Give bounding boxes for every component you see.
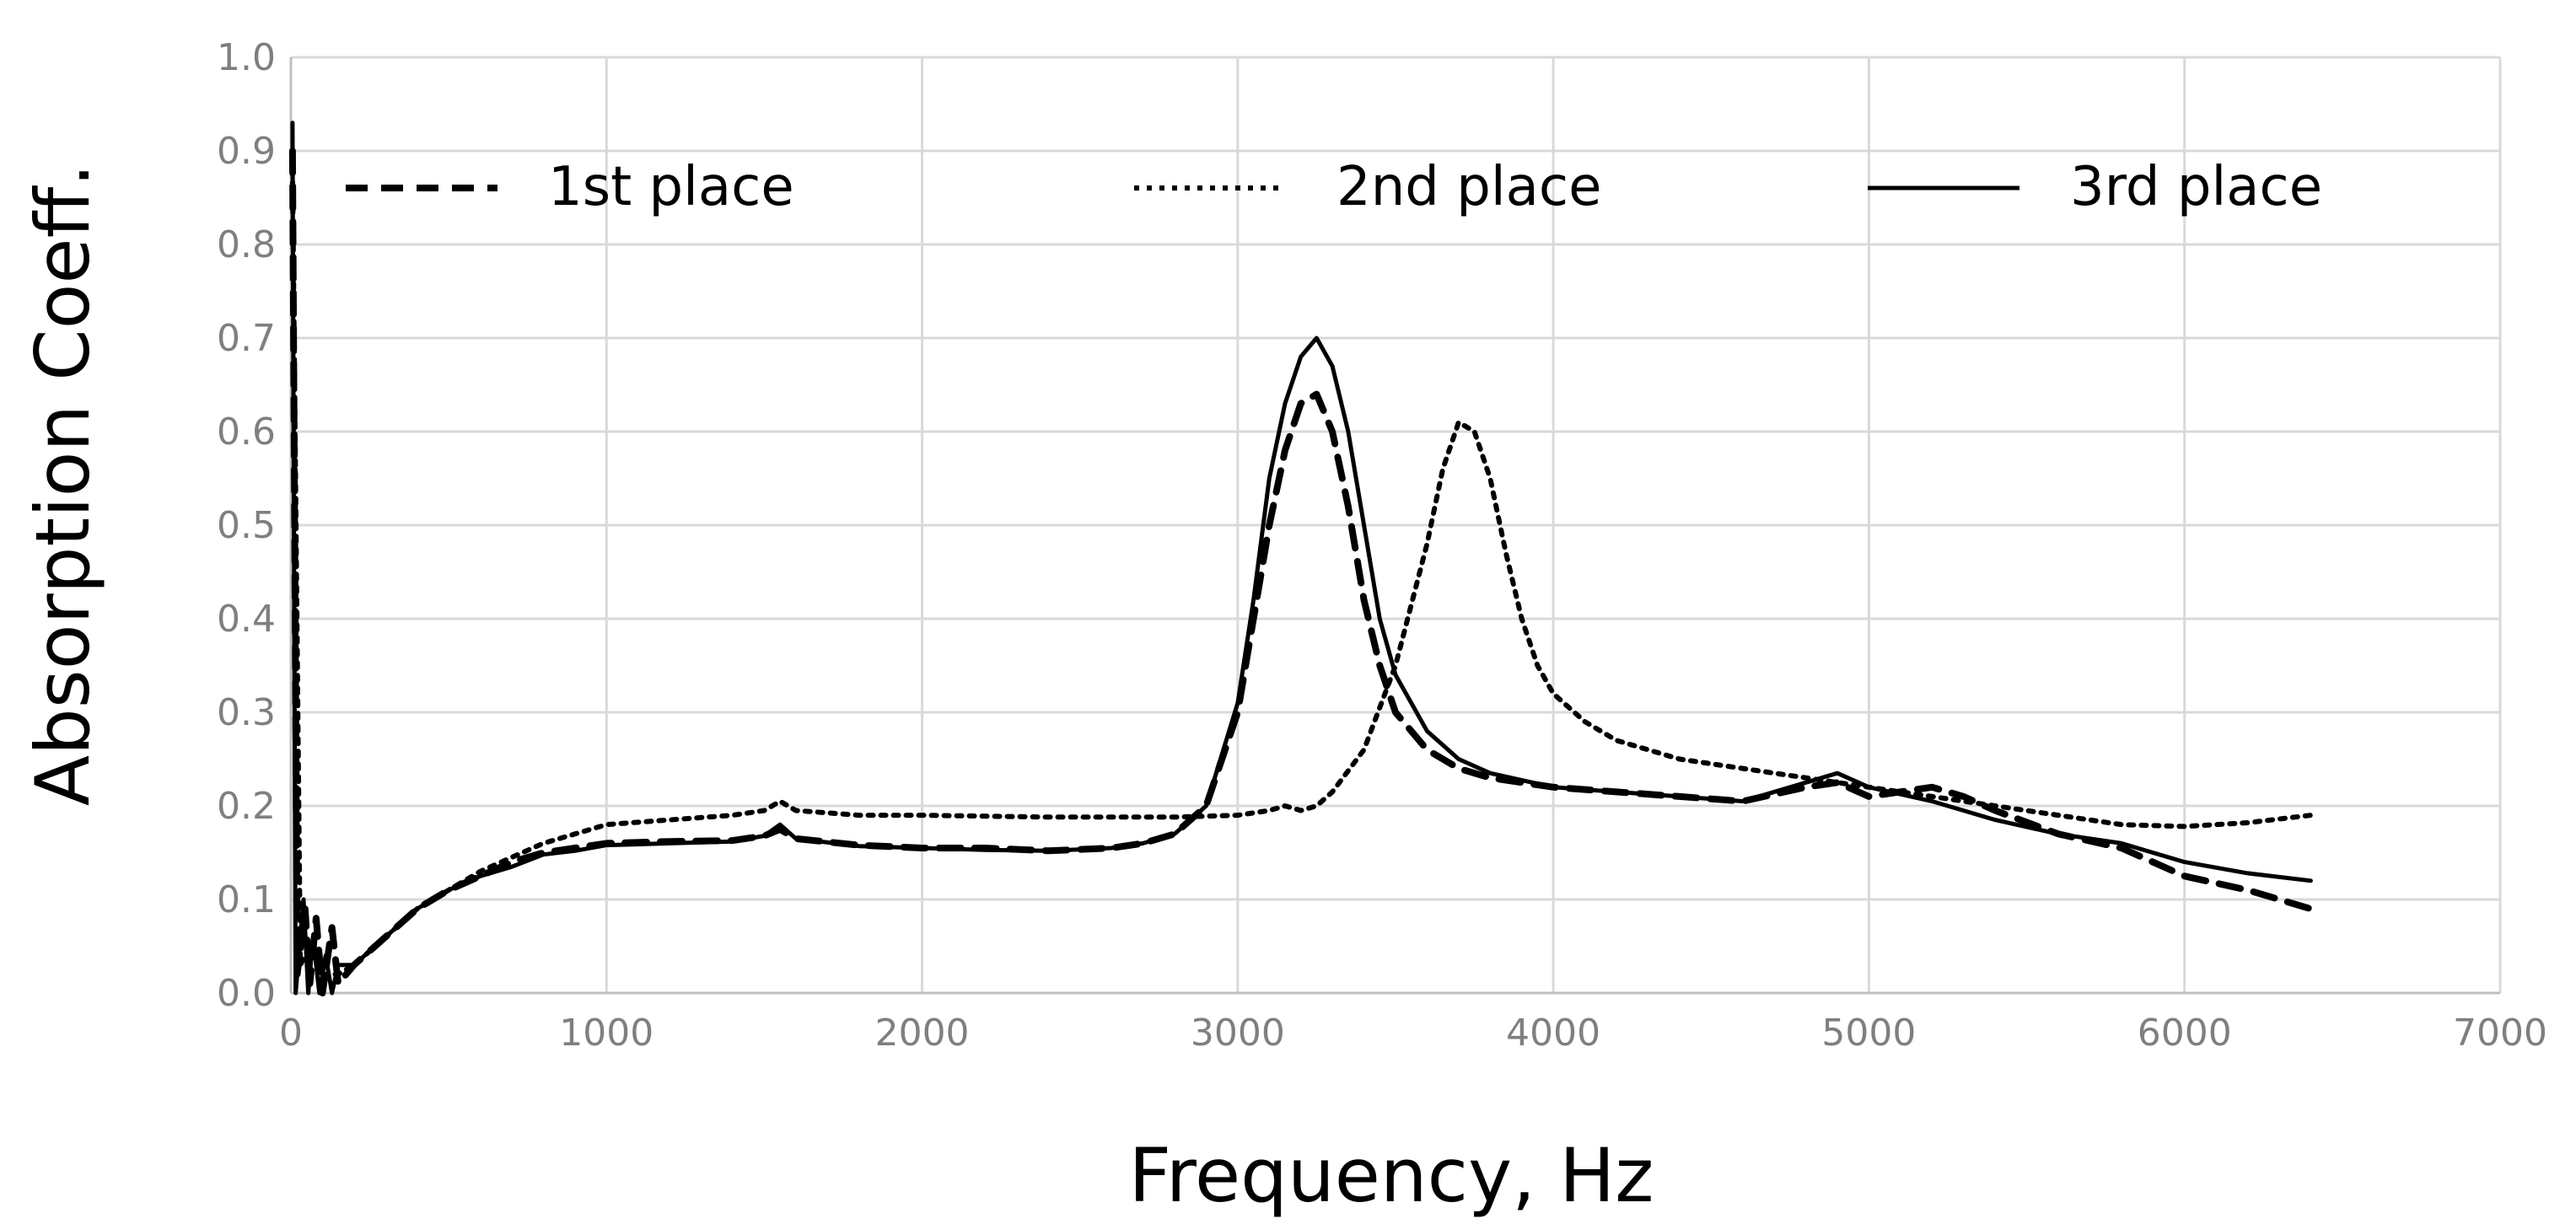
x-tick-label-6: 6000 [2138,1012,2232,1055]
legend-label-2: 2nd place [1336,156,1601,218]
y-tick-label-1: 0.1 [217,878,276,921]
x-tick-label-4: 4000 [1506,1012,1600,1055]
grid-layer [291,56,2502,993]
y-tick-label-4: 0.4 [217,598,276,641]
x-axis-title: Frequency, Hz [1129,1132,1654,1219]
y-tick-label-5: 0.5 [217,504,276,547]
series-line-1st-place [288,148,2315,996]
x-tick-label-1: 1000 [559,1012,653,1055]
series-line-3rd-place [290,121,2313,996]
y-tick-label-10: 1.0 [217,36,276,79]
legend: 1st place 2nd place 3rd place [346,156,2322,218]
tick-labels: 0 1000 2000 3000 4000 5000 6000 7000 0.0 0.1 0.2 0.… [217,36,2547,1055]
y-tick-label-6: 0.6 [217,411,276,454]
x-tick-label-2: 2000 [875,1012,970,1055]
y-axis-title: Absorption Coeff. [19,164,106,806]
y-tick-label-8: 0.8 [217,223,276,266]
y-tick-label-7: 0.7 [217,317,276,360]
y-tick-label-9: 0.9 [217,130,276,173]
x-tick-label-7: 7000 [2453,1012,2547,1055]
legend-label-3: 3rd place [2070,156,2322,218]
y-tick-label-2: 0.2 [217,785,276,828]
series-layer [288,121,2315,996]
x-tick-label-0: 0 [279,1012,303,1055]
x-tick-label-5: 5000 [1821,1012,1916,1055]
legend-label-1: 1st place [548,156,794,218]
x-tick-label-3: 3000 [1191,1012,1285,1055]
y-tick-label-3: 0.3 [217,691,276,734]
y-tick-label-0: 0.0 [217,972,276,1015]
series-line-2nd-place [289,167,2314,977]
